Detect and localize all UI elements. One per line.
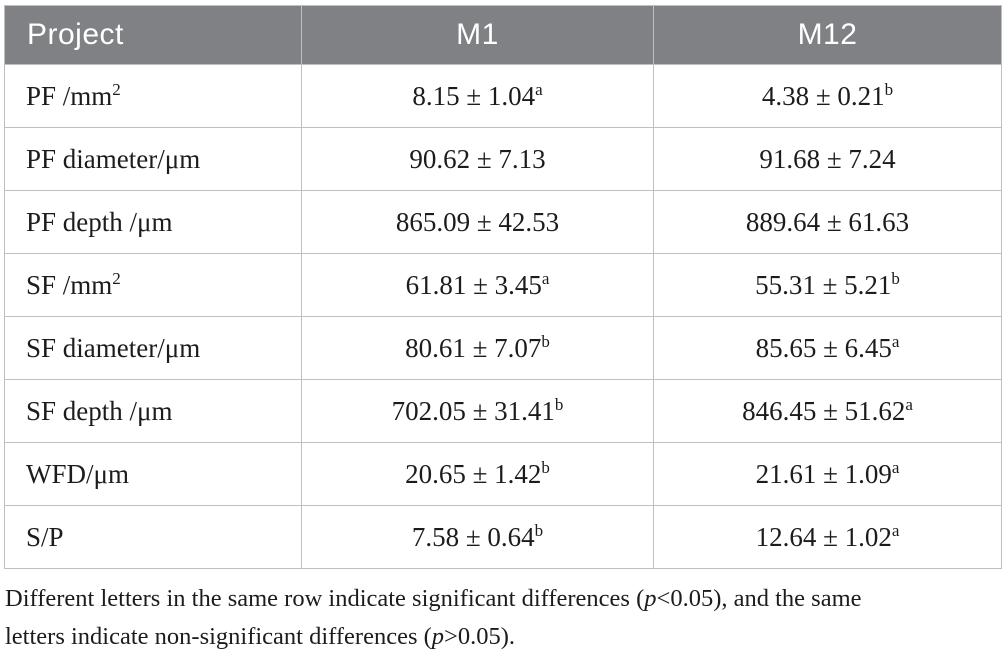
m1-value-text: 90.62 ± 7.13 <box>409 143 546 174</box>
m12-value-text: 4.38 ± 0.21 <box>761 80 885 111</box>
m12-value-text: 12.64 ± 1.02 <box>755 521 892 552</box>
m1-value: 80.61 ± 7.07b <box>301 316 654 380</box>
footnote-line-1: Different letters in the same row indica… <box>5 580 995 618</box>
header-row: Project M1 M12 <box>4 5 1002 65</box>
m1-value: 865.09 ± 42.53 <box>301 190 654 254</box>
m1-value-text: 7.58 ± 0.64 <box>411 521 535 552</box>
table-row: SF depth /μm 702.05 ± 31.41b 846.45 ± 51… <box>4 379 1002 443</box>
row-label: SF /mm2 <box>4 253 302 317</box>
m1-value: 7.58 ± 0.64b <box>301 505 654 569</box>
header-m1: M1 <box>301 5 654 65</box>
table-row: PF diameter/μm 90.62 ± 7.13 91.68 ± 7.24 <box>4 127 1002 191</box>
m1-value-text: 8.15 ± 1.04 <box>412 80 536 111</box>
m12-value: 91.68 ± 7.24 <box>653 127 1002 191</box>
row-label-text: SF /mm <box>26 269 113 300</box>
m12-value: 85.65 ± 6.45a <box>653 316 1002 380</box>
row-label: SF depth /μm <box>4 379 302 443</box>
header-project: Project <box>4 5 302 65</box>
table-row: PF /mm2 8.15 ± 1.04a 4.38 ± 0.21b <box>4 64 1002 128</box>
m1-superscript: b <box>541 457 550 477</box>
m12-value-text: 846.45 ± 51.62 <box>742 395 906 426</box>
row-label-text: PF /mm <box>26 80 113 111</box>
table-row: SF /mm2 61.81 ± 3.45a 55.31 ± 5.21b <box>4 253 1002 317</box>
row-label: WFD/μm <box>4 442 302 506</box>
m12-value: 55.31 ± 5.21b <box>653 253 1002 317</box>
row-label-text: SF diameter/μm <box>26 332 201 363</box>
m12-value-text: 21.61 ± 1.09 <box>755 458 892 489</box>
row-label-text: PF depth /μm <box>26 206 173 237</box>
footnote-text: <0.05), and the same <box>656 585 862 612</box>
m1-value-text: 865.09 ± 42.53 <box>395 206 560 237</box>
m1-superscript: a <box>541 268 550 288</box>
footnote-text: >0.05). <box>444 623 515 650</box>
footnote-p-italic: p <box>431 623 445 650</box>
m1-superscript: b <box>541 331 550 351</box>
table-row: WFD/μm 20.65 ± 1.42b 21.61 ± 1.09a <box>4 442 1002 506</box>
row-label-text: SF depth /μm <box>26 395 173 426</box>
m12-value-text: 85.65 ± 6.45 <box>755 332 892 363</box>
table-footnote: Different letters in the same row indica… <box>5 580 995 656</box>
row-label-text: S/P <box>26 521 64 552</box>
m1-value: 61.81 ± 3.45a <box>301 253 654 317</box>
table-row: S/P 7.58 ± 0.64b 12.64 ± 1.02a <box>4 505 1002 569</box>
results-table: Project M1 M12 PF /mm2 8.15 ± 1.04a 4.38… <box>4 5 1002 569</box>
row-label-superscript: 2 <box>112 79 121 99</box>
m1-value: 8.15 ± 1.04a <box>301 64 654 128</box>
row-label-text: PF diameter/μm <box>26 143 201 174</box>
m12-superscript: b <box>891 268 900 288</box>
row-label: S/P <box>4 505 302 569</box>
table-row: SF diameter/μm 80.61 ± 7.07b 85.65 ± 6.4… <box>4 316 1002 380</box>
m1-value-text: 20.65 ± 1.42 <box>405 458 542 489</box>
m12-value: 889.64 ± 61.63 <box>653 190 1002 254</box>
m12-superscript: a <box>891 520 900 540</box>
table-row: PF depth /μm 865.09 ± 42.53 889.64 ± 61.… <box>4 190 1002 254</box>
m12-superscript: a <box>891 331 900 351</box>
m1-superscript: a <box>535 79 543 99</box>
row-label: PF /mm2 <box>4 64 302 128</box>
m1-value: 90.62 ± 7.13 <box>301 127 654 191</box>
m12-value: 4.38 ± 0.21b <box>653 64 1002 128</box>
m12-value: 12.64 ± 1.02a <box>653 505 1002 569</box>
m1-value: 702.05 ± 31.41b <box>301 379 654 443</box>
m1-value-text: 80.61 ± 7.07 <box>405 332 542 363</box>
m1-value: 20.65 ± 1.42b <box>301 442 654 506</box>
m12-value-text: 91.68 ± 7.24 <box>759 143 896 174</box>
m1-value-text: 702.05 ± 31.41 <box>391 395 555 426</box>
m12-value: 846.45 ± 51.62a <box>653 379 1002 443</box>
footnote-text: letters indicate non-significant differe… <box>5 623 432 650</box>
m12-value: 21.61 ± 1.09a <box>653 442 1002 506</box>
footnote-text: Different letters in the same row indica… <box>5 585 645 612</box>
m12-value-text: 889.64 ± 61.63 <box>745 206 910 237</box>
m12-superscript: a <box>891 457 900 477</box>
m12-superscript: a <box>905 394 913 414</box>
header-m12: M12 <box>653 5 1002 65</box>
m1-superscript: b <box>534 520 544 540</box>
m12-superscript: b <box>884 79 894 99</box>
m1-superscript: b <box>554 394 564 414</box>
m12-value-text: 55.31 ± 5.21 <box>755 269 892 300</box>
row-label-superscript: 2 <box>112 268 121 288</box>
footnote-line-2: letters indicate non-significant differe… <box>5 618 995 656</box>
m1-value-text: 61.81 ± 3.45 <box>405 269 542 300</box>
row-label-text: WFD/μm <box>26 458 129 489</box>
footnote-p-italic: p <box>644 585 657 612</box>
row-label: PF depth /μm <box>4 190 302 254</box>
row-label: PF diameter/μm <box>4 127 302 191</box>
row-label: SF diameter/μm <box>4 316 302 380</box>
